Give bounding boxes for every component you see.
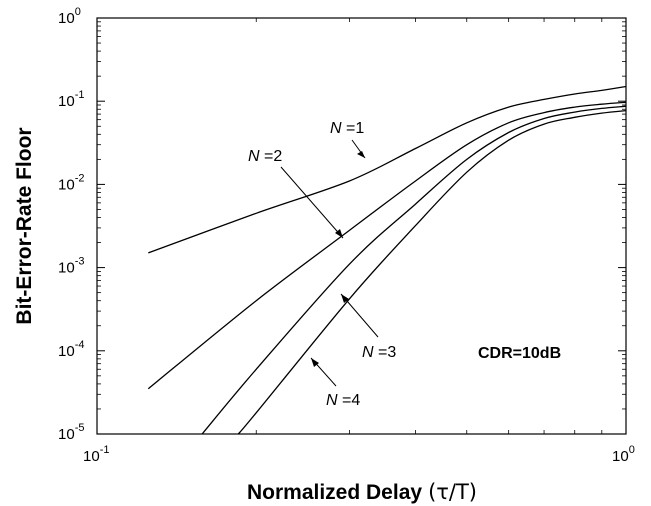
x-tick-labels: 10-1 100	[83, 444, 635, 465]
y-tick-exp: -5	[75, 422, 85, 434]
y-tick-base: 10	[58, 93, 75, 110]
y-tick-base: 10	[58, 10, 75, 27]
x-axis-title-main: Normalized Delay	[247, 481, 422, 504]
y-tick-base: 10	[58, 343, 75, 360]
series-label-n4-rest: =4	[338, 392, 361, 409]
y-tick-exp: -2	[75, 172, 85, 184]
series-label-n2-var: N	[248, 148, 260, 165]
x-axis-title: Normalized Delay (τ/T)	[247, 480, 477, 504]
y-tick-base: 10	[58, 176, 75, 193]
plot-frame	[96, 17, 627, 435]
series-label-n3-arrow	[340, 293, 379, 338]
series-label-n3-rest: =3	[374, 344, 397, 361]
y-tick-label: 10-3	[58, 256, 84, 277]
cdr-annotation: CDR=10dB	[478, 345, 561, 362]
y-tick-label: 10-2	[58, 172, 84, 193]
series-label-n1: N =1	[330, 120, 366, 159]
series-label-n1-var: N	[330, 120, 342, 137]
series-line-n1	[148, 85, 627, 254]
x-axis-title-unit: (τ/T)	[428, 480, 477, 504]
series-label-n2-text: N =2	[248, 148, 282, 165]
series-label-n2-rest: =2	[260, 148, 283, 165]
y-tick-exp: -4	[75, 339, 85, 351]
y-tick-exp: 0	[75, 6, 81, 18]
series-line-n2	[147, 101, 627, 390]
x-tick-label: 100	[612, 444, 635, 465]
x-tick-exp: -1	[100, 444, 110, 456]
series-label-n3-text: N =3	[362, 344, 396, 361]
series-label-n2-arrow	[280, 166, 344, 239]
series-label-n1-rest: =1	[342, 120, 365, 137]
y-axis-title: Bit-Error-Rate Floor	[13, 127, 36, 324]
series-label-n4-text: N =4	[326, 392, 360, 409]
axis-ticks	[96, 17, 627, 435]
x-tick-label: 10-1	[83, 444, 109, 465]
y-tick-base: 10	[58, 260, 75, 277]
y-tick-label: 10-1	[58, 89, 84, 110]
x-tick-base: 10	[83, 448, 100, 465]
series-label-n1-text: N =1	[330, 120, 364, 137]
y-tick-exp: -3	[75, 256, 85, 268]
series-annotations: N =1 N =2 N =3 N =4	[248, 120, 396, 409]
series-label-n3-var: N	[362, 344, 374, 361]
y-tick-label: 100	[58, 6, 81, 27]
y-tick-exp: -1	[75, 89, 85, 101]
series-label-n3: N =3	[340, 293, 396, 361]
y-tick-label: 10-5	[58, 422, 84, 443]
series-label-n4-var: N	[326, 392, 338, 409]
series-label-n1-arrowhead	[357, 151, 365, 158]
series-line-n4	[237, 109, 627, 435]
y-tick-base: 10	[58, 426, 75, 443]
series-label-n3-arrowhead	[341, 294, 349, 303]
series-label-n2: N =2	[248, 148, 344, 239]
series-label-n4-arrowhead	[311, 358, 319, 367]
series-lines	[147, 85, 627, 435]
series-label-n4: N =4	[310, 357, 360, 409]
x-tick-exp: 0	[629, 444, 635, 456]
y-tick-label: 10-4	[58, 339, 84, 360]
series-line-n3	[201, 105, 627, 435]
series-label-n2-arrowhead	[335, 229, 343, 238]
x-tick-base: 10	[612, 448, 629, 465]
